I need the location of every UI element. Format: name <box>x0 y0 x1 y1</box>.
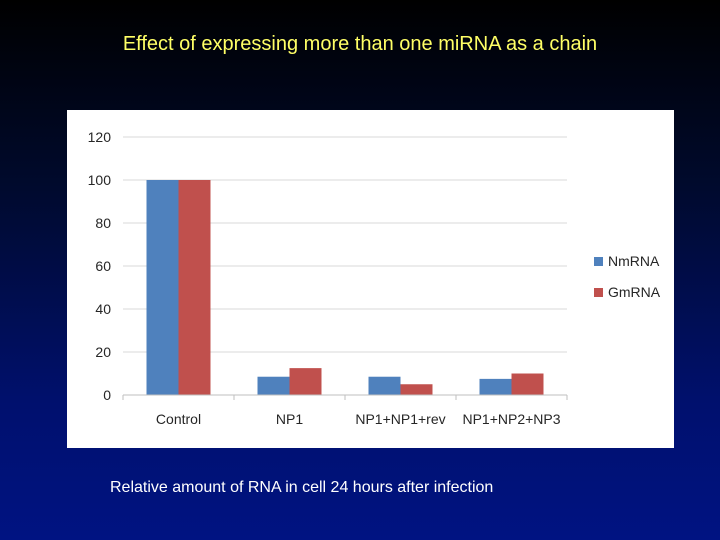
legend-swatch-gmrna <box>594 288 603 297</box>
x-tick-label: NP1 <box>276 411 303 427</box>
y-tick-label: 40 <box>95 301 111 317</box>
bar-gmrna-2 <box>400 384 433 395</box>
slide-title: Effect of expressing more than one miRNA… <box>122 33 598 55</box>
bar-nmrna-3 <box>479 378 512 395</box>
bars <box>146 180 544 395</box>
y-tick-label: 100 <box>88 172 112 188</box>
y-tick-label: 120 <box>88 129 112 145</box>
bar-nmrna-1 <box>257 376 290 395</box>
legend-swatch-nmrna <box>594 257 603 266</box>
legend-label-gmrna: GmRNA <box>608 284 661 300</box>
chart-panel: 0 20 40 60 80 100 120 Control NP1 NP1+NP1+rev NP1+… <box>67 110 674 448</box>
bar-chart: 0 20 40 60 80 100 120 Control NP1 NP1+NP1+rev NP1+… <box>88 129 661 427</box>
y-tick-label: 20 <box>95 344 111 360</box>
x-tick-label: NP1+NP1+rev <box>355 411 445 427</box>
chart-caption: Relative amount of RNA in cell 24 hours … <box>110 479 494 496</box>
legend-label-nmrna: NmRNA <box>608 253 660 269</box>
bar-gmrna-1 <box>289 368 322 395</box>
bar-nmrna-2 <box>368 376 401 395</box>
y-tick-label: 80 <box>95 215 111 231</box>
legend: NmRNA GmRNA <box>594 253 661 300</box>
x-tick-label: NP1+NP2+NP3 <box>462 411 560 427</box>
bar-gmrna-3 <box>511 373 544 395</box>
bar-gmrna-0 <box>178 180 211 395</box>
y-tick-label: 60 <box>95 258 111 274</box>
x-tick-label: Control <box>156 411 201 427</box>
bar-nmrna-0 <box>146 180 179 395</box>
y-tick-label: 0 <box>103 387 111 403</box>
axes: 0 20 40 60 80 100 120 Control NP1 NP1+NP1+rev NP1+… <box>88 129 568 427</box>
